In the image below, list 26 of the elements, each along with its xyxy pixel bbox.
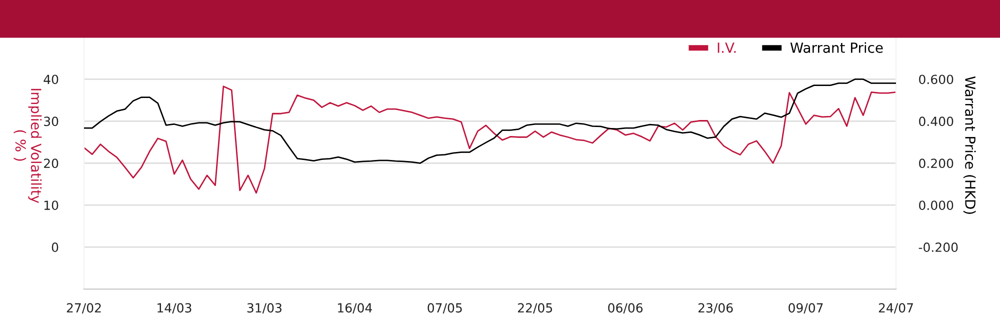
x-tick-label: 14/03 — [158, 303, 192, 314]
x-tick-label: 31/03 — [247, 303, 282, 314]
x-tick-label: 27/02 — [66, 303, 101, 314]
y-tick-label: 20 — [44, 158, 58, 168]
legend-label: I.V. — [718, 42, 736, 53]
x-tick-label: 23/06 — [698, 303, 733, 314]
x-tick-label: 24/07 — [878, 303, 913, 314]
x-tick-label: 09/07 — [788, 303, 823, 314]
y-tick-label: 10 — [44, 200, 58, 210]
x-tick-label: 22/05 — [518, 303, 552, 314]
y-axis-title: Implied Volatility ( % ) — [14, 88, 42, 204]
x-tick-label: 07/05 — [428, 303, 462, 314]
line-series — [84, 86, 896, 194]
y2-tick-label: -0.200 — [918, 242, 958, 252]
y2-tick-label: 0.200 — [919, 158, 954, 168]
y2-axis-title: Warrant Price (HKD) — [963, 76, 976, 214]
x-tick-label: 16/04 — [338, 303, 372, 314]
y-tick-label: 40 — [44, 74, 58, 84]
y2-tick-label: 0.400 — [919, 116, 954, 126]
line-series — [84, 78, 896, 164]
legend-label: Warrant Price — [790, 42, 883, 53]
x-tick-label: 06/06 — [608, 303, 643, 314]
y-tick-label: 30 — [44, 116, 58, 126]
y2-tick-label: 0.600 — [919, 74, 954, 84]
y2-tick-label: 0.000 — [919, 200, 954, 210]
y-tick-label: 0 — [52, 242, 58, 252]
